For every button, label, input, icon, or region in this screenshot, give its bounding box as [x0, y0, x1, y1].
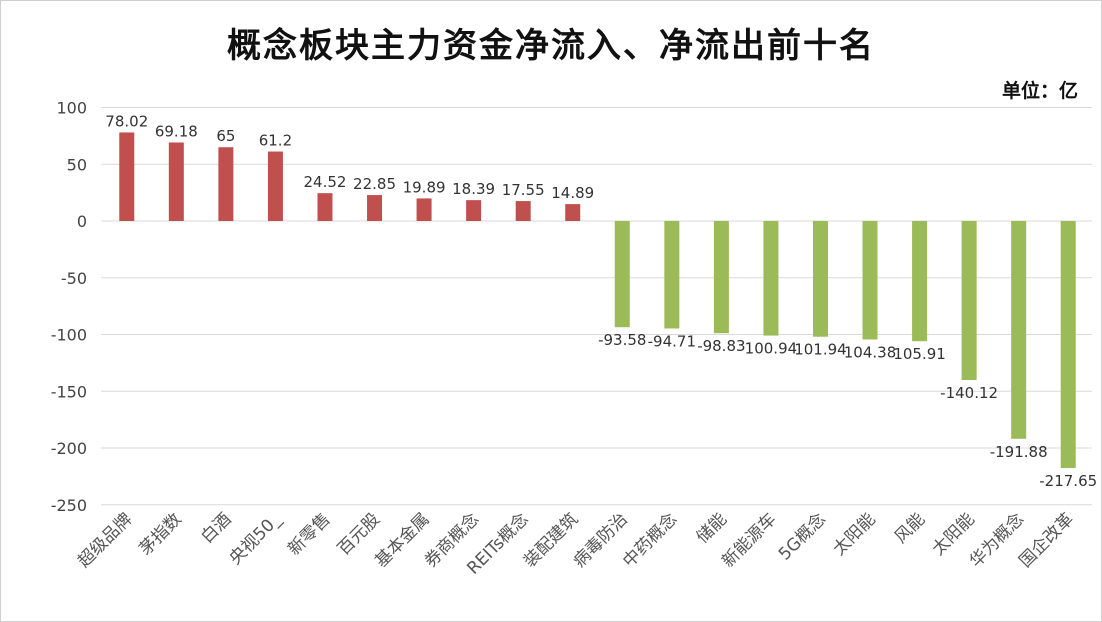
data-label: -93.58	[598, 331, 646, 349]
bar	[1011, 221, 1027, 439]
bar	[961, 221, 977, 381]
data-label: 69.18	[155, 122, 198, 140]
data-label: 65	[216, 127, 235, 145]
data-label: 104.38	[844, 343, 897, 361]
bar	[614, 221, 630, 328]
data-label: 78.02	[105, 112, 148, 130]
data-label: 17.55	[502, 181, 545, 199]
bar	[317, 193, 333, 221]
data-label: 101.94	[794, 341, 847, 359]
category-label: 超级品牌	[74, 509, 136, 571]
data-label: -217.65	[1039, 472, 1097, 490]
y-tick-label: 100	[56, 99, 87, 118]
y-tick-label: -250	[51, 496, 87, 515]
grid-lines	[101, 107, 1092, 506]
bar	[267, 151, 283, 221]
category-label: 茅指数	[136, 509, 186, 559]
category-label: 新能源车	[718, 509, 780, 571]
data-labels: 78.02 69.18 65 61.2 24.52 22.85 19.89 18.39 17.5…	[105, 112, 1097, 490]
category-label: 装配建筑	[520, 509, 582, 571]
category-label: 太阳能	[829, 509, 879, 559]
bar-series	[119, 132, 1076, 469]
bar	[713, 221, 729, 334]
data-label: -98.83	[697, 337, 745, 355]
unit-label: 单位：亿	[1001, 80, 1078, 102]
bar	[1060, 221, 1076, 469]
y-tick-label: 0	[77, 212, 87, 231]
category-label: 基本金属	[371, 509, 433, 571]
bar	[168, 142, 184, 221]
bar	[218, 147, 234, 221]
data-label: 14.89	[551, 184, 594, 202]
data-label: 100.94	[745, 340, 798, 358]
category-label: 白酒	[197, 509, 235, 547]
y-tick-label: 50	[67, 155, 87, 174]
y-tick-label: -50	[61, 269, 87, 288]
data-label: -140.12	[940, 384, 998, 402]
category-label: 储能	[693, 509, 731, 547]
data-label: -94.71	[648, 332, 696, 350]
data-label: 61.2	[259, 132, 292, 150]
bar	[812, 221, 828, 337]
bar	[119, 132, 135, 221]
data-label: 19.89	[403, 178, 446, 196]
y-tick-label: -150	[51, 382, 87, 401]
category-label: 央视50_	[225, 509, 285, 569]
bar	[664, 221, 680, 329]
bar	[912, 221, 928, 342]
category-label: 病毒防治	[570, 509, 632, 571]
category-label: 中药概念	[618, 509, 681, 572]
bar	[466, 200, 482, 221]
bar	[565, 204, 581, 221]
y-tick-label: -200	[51, 439, 87, 458]
bar	[862, 221, 878, 340]
data-label: 18.39	[452, 180, 495, 198]
data-label: -191.88	[990, 443, 1048, 461]
bar	[416, 198, 432, 221]
category-label: 华为概念	[965, 509, 1028, 572]
category-label: 5G概念	[774, 509, 830, 565]
category-label: 风能	[891, 509, 929, 547]
data-label: 105.91	[893, 345, 946, 363]
y-tick-label: -100	[51, 326, 87, 345]
bar	[367, 195, 383, 221]
bar	[763, 221, 779, 336]
data-label: 22.85	[353, 175, 396, 193]
bar	[515, 201, 531, 221]
data-label: 24.52	[303, 173, 346, 191]
category-label: 新零售	[284, 509, 334, 559]
category-label: 国企改革	[1016, 509, 1078, 571]
y-axis: 100 50 0 -50 -100 -150 -200 -250	[51, 99, 87, 515]
chart-title: 概念板块主力资金净流入、净流出前十名	[227, 26, 875, 66]
